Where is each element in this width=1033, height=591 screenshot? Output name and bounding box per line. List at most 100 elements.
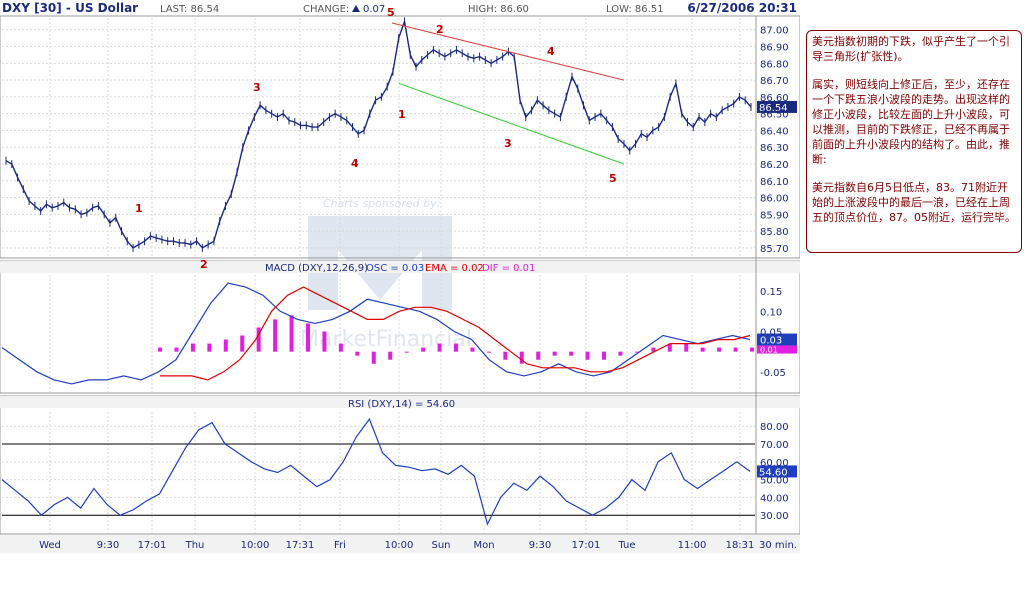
header-bar <box>0 0 800 16</box>
price-tick-label: 86.30 <box>760 143 789 154</box>
rsi-tick-label: 40.00 <box>760 493 789 504</box>
rsi-title: RSI (DXY,14) = 54.60 <box>348 399 455 410</box>
low-price: LOW: 86.51 <box>606 4 664 15</box>
x-tick-label: 11:00 <box>678 540 707 551</box>
x-tick-label: Tue <box>617 540 635 551</box>
macd-histogram-bar <box>651 347 656 352</box>
wave-label: 1 <box>135 202 143 215</box>
rsi-tick-label: 80.00 <box>760 422 789 433</box>
macd-histogram-bar <box>371 351 376 364</box>
macd-histogram-bar <box>602 351 606 360</box>
macd-tick-label: 0.15 <box>760 287 782 298</box>
macd-histogram-bar <box>454 343 458 352</box>
x-tick-label: Sun <box>431 540 450 551</box>
dif-last-value: 0.01 <box>760 346 778 355</box>
price-tick-label: 86.90 <box>760 43 789 54</box>
change-value: 0.07 <box>363 4 385 15</box>
macd-last-value: 0.03 <box>760 336 782 347</box>
time-axis-bar <box>0 535 800 553</box>
macd-histogram-bar <box>273 319 278 352</box>
macd-line <box>1 282 751 385</box>
axis-labels: Wed 9:30 17:01 Thu 10:00 17:31 Fri 10:00 Sun Mon 9… <box>39 26 797 551</box>
macd-tick-label: -0.05 <box>760 368 786 379</box>
x-tick-label: 30 min. <box>759 540 797 551</box>
rsi-tick-label: 30.00 <box>760 511 789 522</box>
macd-histogram-bar <box>404 351 409 353</box>
price-tick-label: 85.80 <box>760 227 789 238</box>
macd-panel: 0.030.01 <box>1 282 797 385</box>
x-tick-label: 10:00 <box>241 540 270 551</box>
price-panel: 86.54 <box>5 17 797 252</box>
macd-histogram-bar <box>421 347 426 352</box>
macd-histogram-bar <box>388 351 393 360</box>
rsi-last-box <box>757 465 797 478</box>
macd-histogram-bar <box>634 351 639 353</box>
macd-histogram-bar <box>158 347 162 352</box>
rsi-tick-label: 50.00 <box>760 476 789 487</box>
macd-histogram-bar <box>750 347 754 352</box>
macd-histogram-bar <box>486 351 491 353</box>
x-tick-label: Mon <box>473 540 494 551</box>
analysis-note: 美元指数初期的下跌，似乎产生了一个引导三角形(扩张性)。 属实，则短线向上修正后… <box>806 30 1022 253</box>
sponsor-watermark: Charts sponsored by: MarketFinancial <box>300 197 472 352</box>
rsi-tick-label: 60.00 <box>760 458 789 469</box>
macd-tick-label: 0.10 <box>760 307 782 318</box>
macd-legend-osc: OSC = 0.03 <box>366 263 424 274</box>
macd-histogram-bar <box>322 331 327 352</box>
price-tick-label: 86.60 <box>760 93 789 104</box>
macd-histogram-bar <box>717 347 722 352</box>
price-last-value: 86.54 <box>759 103 788 114</box>
x-tick-label: 18:31 <box>726 540 755 551</box>
wave-labels: 1 2 3 4 5 1 2 3 4 5 <box>135 6 617 271</box>
macd-histogram-bar <box>190 343 195 352</box>
last-price: LAST: 86.54 <box>160 4 219 15</box>
wave-label: 4 <box>547 45 555 58</box>
rsi-last-value: 54.60 <box>759 467 788 478</box>
wave-label: 3 <box>504 137 512 150</box>
macd-histogram-bar <box>585 351 590 360</box>
resistance-trendline <box>391 22 625 81</box>
price-tick-label: 86.80 <box>760 59 789 70</box>
macd-histogram-bar <box>618 351 623 356</box>
macd-histogram-bar <box>536 351 541 360</box>
x-tick-label: Thu <box>185 540 205 551</box>
chart-datetime: 6/27/2006 20:31 <box>687 1 797 15</box>
x-tick-label: 17:31 <box>286 540 315 551</box>
x-tick-label: 10:00 <box>385 540 414 551</box>
rsi-tick-label: 70.00 <box>760 440 789 451</box>
macd-histogram-bar <box>289 315 294 352</box>
x-tick-label: Fri <box>334 540 346 551</box>
macd-histogram-bar <box>684 343 689 352</box>
macd-histogram-bar <box>256 327 261 352</box>
wave-label: 1 <box>398 108 406 121</box>
wave-label: 5 <box>609 172 617 185</box>
macd-histogram-bar <box>733 347 738 352</box>
change-up-icon <box>352 5 360 12</box>
price-tick-label: 86.00 <box>760 194 789 205</box>
x-tick-label: 9:30 <box>97 540 119 551</box>
note-paragraph-2: 属实，则短线向上修正后，至少，还存在一个下跌五浪小波段的走势。出现这样的修正小波… <box>812 78 1010 166</box>
chart-area: DXY [30] - US Dollar LAST: 86.54 CHANGE:… <box>0 0 801 553</box>
rsi-panel: 54.60 <box>1 417 797 526</box>
macd-legend-dif: DIF = 0.01 <box>482 263 535 274</box>
price-tick-label: 86.70 <box>760 76 789 87</box>
macd-histogram-bar <box>223 339 228 352</box>
high-price: HIGH: 86.60 <box>468 4 529 15</box>
wave-label: 5 <box>387 6 395 19</box>
macd-histogram-bar <box>552 351 557 356</box>
change-label: CHANGE: <box>303 4 349 15</box>
wave-label: 2 <box>200 258 208 271</box>
macd-histogram-bar <box>700 347 705 352</box>
macd-histogram-bar <box>207 343 212 352</box>
price-tick-label: 86.20 <box>760 160 789 171</box>
note-paragraph-1: 美元指数初期的下跌，似乎产生了一个引导三角形(扩张性)。 <box>812 35 1010 63</box>
symbol-title: DXY [30] - US Dollar <box>2 1 138 15</box>
price-series-line <box>5 18 752 249</box>
watermark-line2: MarketFinancial <box>300 327 472 352</box>
macd-title-bar <box>0 261 800 273</box>
dif-last-box <box>757 345 797 354</box>
macd-histogram-bar <box>174 347 179 352</box>
price-tick-label: 86.10 <box>760 177 789 188</box>
macd-tick-label: 0.05 <box>760 327 782 338</box>
macd-histogram-bar <box>667 343 672 352</box>
